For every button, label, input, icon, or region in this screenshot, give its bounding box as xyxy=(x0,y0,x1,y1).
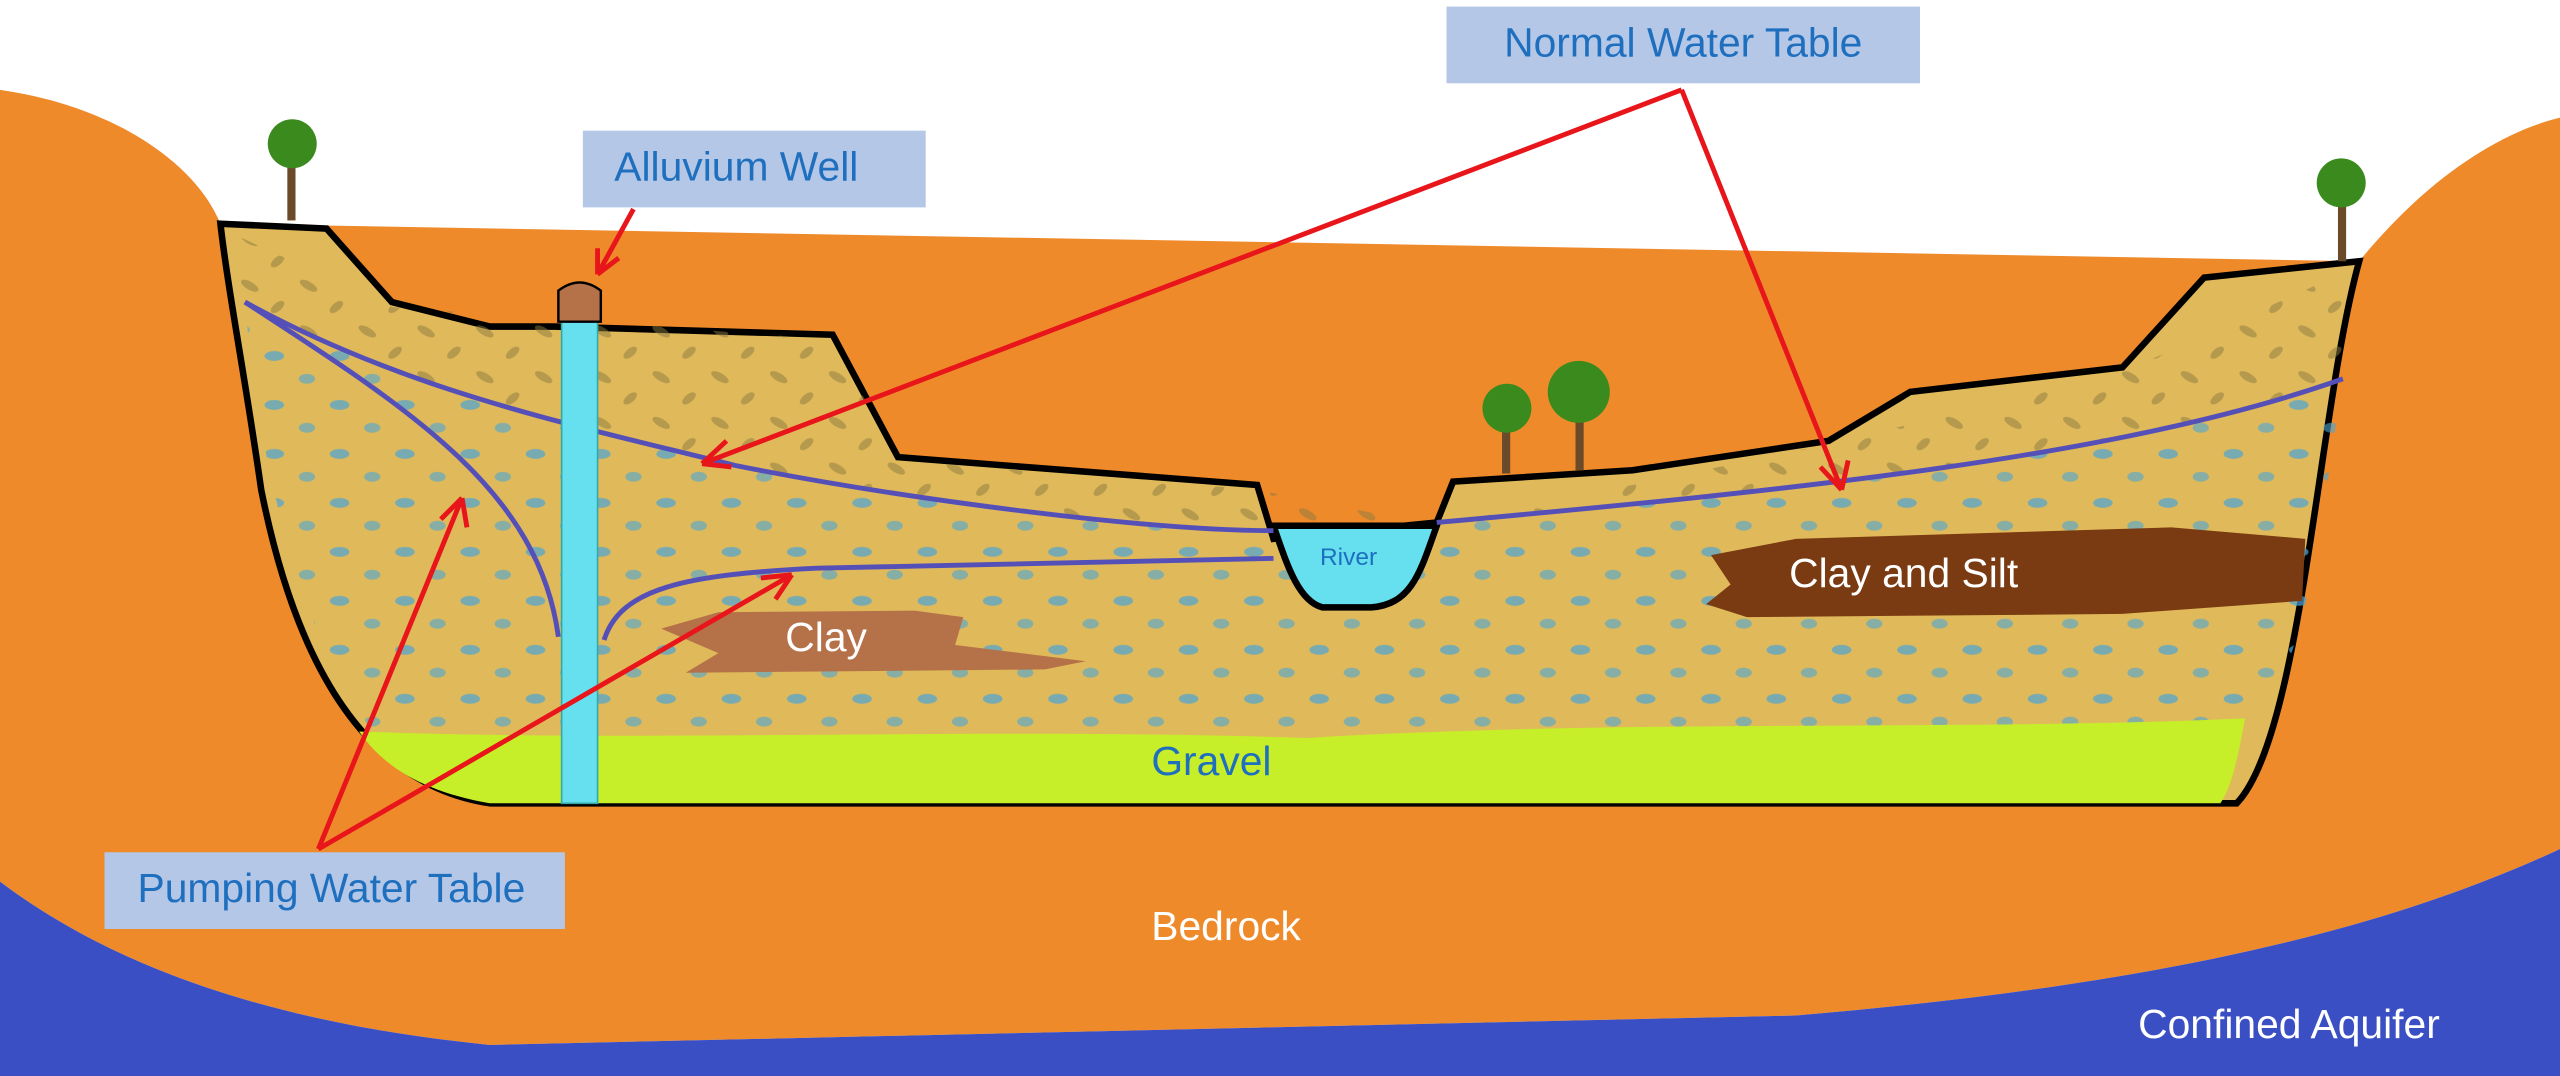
page: {"callouts": {"normal_water_table": "Nor… xyxy=(0,0,2560,1076)
well-cap xyxy=(558,282,600,321)
bedrock-label: Bedrock xyxy=(1151,903,1301,949)
gravel-label: Gravel xyxy=(1151,738,1271,784)
clay-and-silt-label: Clay and Silt xyxy=(1789,550,2019,596)
clay-label: Clay xyxy=(785,614,867,660)
callout-label: Pumping Water Table xyxy=(138,865,526,911)
callout-label: Normal Water Table xyxy=(1504,20,1862,66)
well xyxy=(562,318,598,803)
diagram: Normal Water Table Alluvium Well Pumping… xyxy=(0,0,2560,1076)
river-label: River xyxy=(1320,544,1377,571)
confined-aquifer-label: Confined Aquifer xyxy=(2138,1001,2440,1047)
callout-label: Alluvium Well xyxy=(614,144,858,190)
